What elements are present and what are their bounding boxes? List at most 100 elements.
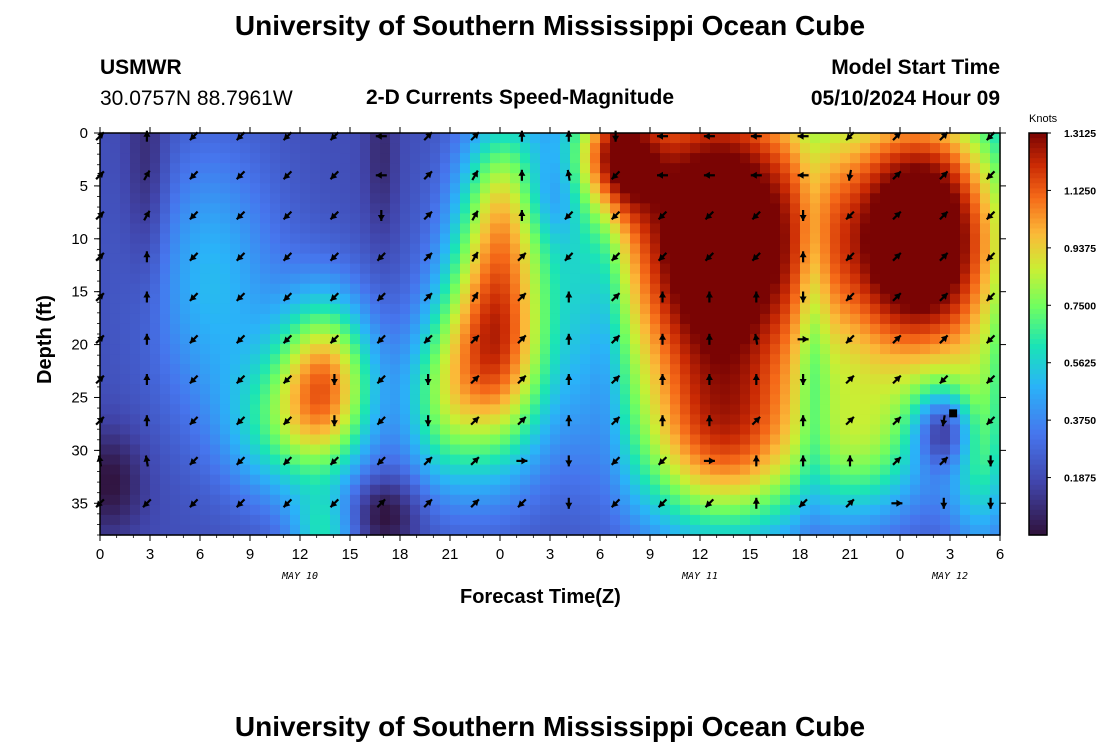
heat-cell: [590, 394, 601, 405]
heat-cell: [260, 524, 271, 536]
heat-cell: [670, 444, 681, 456]
heat-cell: [160, 454, 171, 466]
heat-cell: [860, 183, 871, 194]
heat-cell: [760, 374, 771, 385]
heat-cell: [310, 474, 321, 486]
heat-cell: [310, 233, 321, 245]
heat-cell: [300, 183, 311, 194]
heat-cell: [970, 253, 981, 265]
vector-head: [472, 416, 479, 424]
heat-cell: [630, 143, 641, 154]
heat-cell: [630, 243, 641, 255]
heat-cell: [420, 223, 431, 235]
heat-cell: [790, 394, 801, 405]
heat-cell: [560, 133, 571, 144]
heat-cell: [720, 303, 731, 315]
heat-cell: [430, 464, 441, 476]
heat-cell: [150, 424, 161, 436]
heat-cell: [330, 163, 341, 174]
heat-cell: [290, 374, 301, 385]
heat-cell: [530, 193, 541, 204]
heat-cell: [940, 524, 951, 536]
heat-cell: [170, 494, 181, 506]
heat-cell: [250, 223, 261, 235]
heat-cell: [130, 334, 141, 345]
heat-cell: [340, 404, 351, 415]
heat-cell: [880, 243, 891, 255]
heat-cell: [350, 163, 361, 174]
heat-cell: [410, 484, 421, 496]
heat-cell: [630, 504, 641, 516]
heat-cell: [310, 524, 321, 536]
heat-cell: [750, 354, 761, 365]
heat-cell: [210, 203, 221, 214]
heat-cell: [160, 233, 171, 245]
heat-cell: [910, 173, 921, 184]
heat-cell: [900, 494, 911, 506]
current-vector: [471, 291, 479, 303]
date-label: MAY 10: [281, 571, 318, 582]
vector-head: [521, 457, 528, 465]
heat-cell: [290, 504, 301, 516]
heat-cell: [150, 283, 161, 295]
heat-cell: [130, 354, 141, 365]
heat-cell: [510, 303, 521, 315]
vector-head: [189, 417, 197, 425]
heat-cell: [330, 303, 341, 315]
heat-cell: [420, 454, 431, 466]
heat-cell: [230, 424, 241, 436]
heat-cell: [280, 303, 291, 315]
current-vector: [657, 456, 668, 466]
heat-cell: [700, 173, 711, 184]
heat-cell: [310, 404, 321, 415]
heat-cell: [360, 303, 371, 315]
heat-cell: [930, 474, 941, 486]
x-tick-label: 0: [496, 546, 504, 563]
heat-cell: [440, 494, 451, 506]
current-vector: [610, 252, 621, 262]
vector-head: [986, 212, 994, 220]
heat-cell: [800, 153, 811, 164]
current-vector: [610, 210, 621, 221]
heat-cell: [730, 344, 741, 355]
heat-cell: [230, 334, 241, 345]
heat-cell: [530, 173, 541, 184]
heat-cell: [980, 424, 991, 436]
heat-cell: [680, 223, 691, 235]
heat-cell: [970, 524, 981, 536]
heat-cell: [450, 233, 461, 245]
heat-cell: [420, 404, 431, 415]
heat-cell: [450, 514, 461, 526]
heat-cell: [870, 434, 881, 446]
heat-cell: [250, 494, 261, 506]
vector-head: [565, 374, 573, 380]
current-vector: [565, 455, 573, 467]
heat-cell: [880, 213, 891, 225]
heat-cell: [920, 303, 931, 315]
heat-cell: [420, 283, 431, 295]
heat-cell: [690, 243, 701, 255]
heat-cell: [750, 464, 761, 476]
heat-cell: [720, 163, 731, 174]
heat-cell: [210, 524, 221, 536]
heat-cell: [690, 354, 701, 365]
heat-cell: [460, 484, 471, 496]
heat-cell: [470, 273, 481, 285]
heat-cell: [600, 273, 611, 285]
heat-cell: [430, 173, 441, 184]
heat-cell: [480, 153, 491, 164]
heat-cell: [220, 323, 231, 335]
heat-cell: [190, 273, 201, 285]
vector-head: [846, 212, 853, 220]
heat-cell: [550, 374, 561, 385]
y-tick-label: 35: [71, 495, 88, 512]
heat-cell: [530, 293, 541, 305]
heat-cell: [660, 233, 671, 245]
heat-cell: [900, 374, 911, 385]
x-tick-label: 6: [196, 546, 204, 563]
heat-cell: [920, 364, 931, 375]
heat-cell: [190, 153, 201, 164]
heat-cell: [430, 524, 441, 536]
heat-cell: [600, 203, 611, 214]
heat-cell: [180, 203, 191, 214]
